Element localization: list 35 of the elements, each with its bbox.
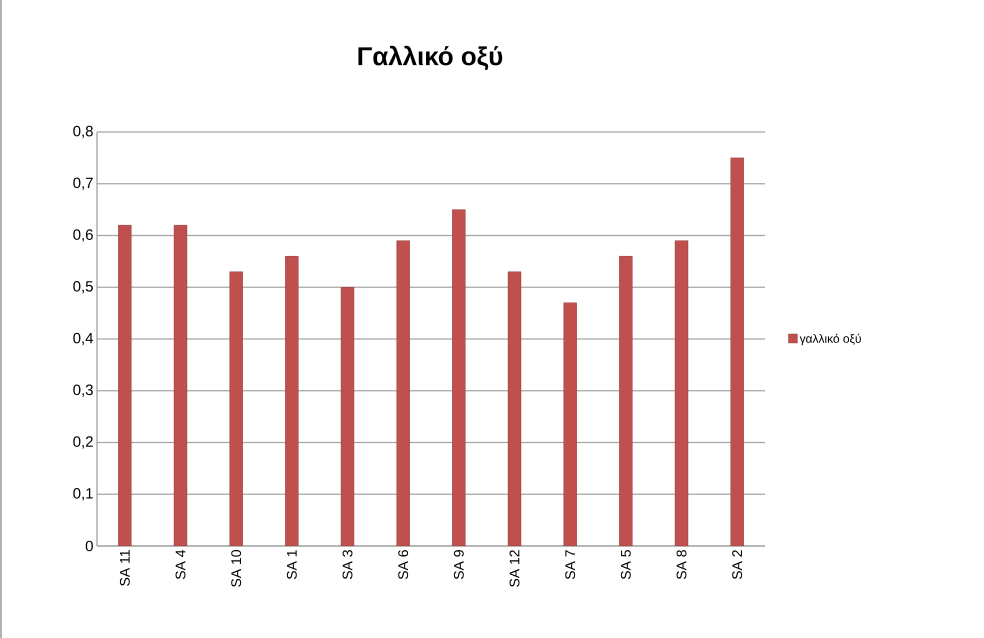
y-tick-label: 0,6 (73, 229, 93, 242)
legend-label: γαλλικό οξύ (800, 334, 861, 346)
x-tick-label: SA 10 (231, 550, 242, 587)
y-tick-label: 0,8 (73, 126, 93, 138)
bar (118, 224, 132, 546)
bar (452, 209, 466, 546)
bar (619, 256, 633, 546)
y-tick-label: 0,1 (73, 488, 93, 500)
bar (174, 224, 188, 546)
x-tick-label: SA 1 (286, 550, 297, 580)
bar (674, 240, 688, 546)
bar (229, 272, 243, 546)
bar (730, 158, 744, 546)
x-tick-label: SA 6 (398, 550, 408, 580)
x-tick-label: SA 2 (732, 550, 742, 580)
y-tick-label: 0,2 (73, 436, 93, 449)
bar (340, 287, 354, 546)
x-tick-label: SA 5 (620, 550, 631, 580)
x-tick-label: SA 12 (510, 550, 520, 587)
x-tick-label: SA 4 (176, 550, 186, 580)
x-tick-label: SA 11 (120, 550, 130, 586)
chart-title: Γαλλικό οξύ (358, 46, 502, 70)
bar (508, 272, 522, 546)
x-tick-label: SA 3 (342, 550, 352, 580)
y-tick-label: 0,4 (73, 332, 94, 346)
y-tick-label: 0,7 (73, 178, 93, 190)
bar (563, 302, 577, 546)
y-tick-label: 0,3 (73, 384, 93, 397)
x-tick-label: SA 7 (565, 550, 576, 580)
y-tick-label: 0 (86, 540, 93, 552)
bar (396, 240, 410, 546)
x-tick-label: SA 9 (454, 550, 464, 580)
bar (285, 256, 299, 546)
y-tick-label: 0,5 (73, 281, 93, 294)
x-tick-label: SA 8 (676, 550, 686, 580)
